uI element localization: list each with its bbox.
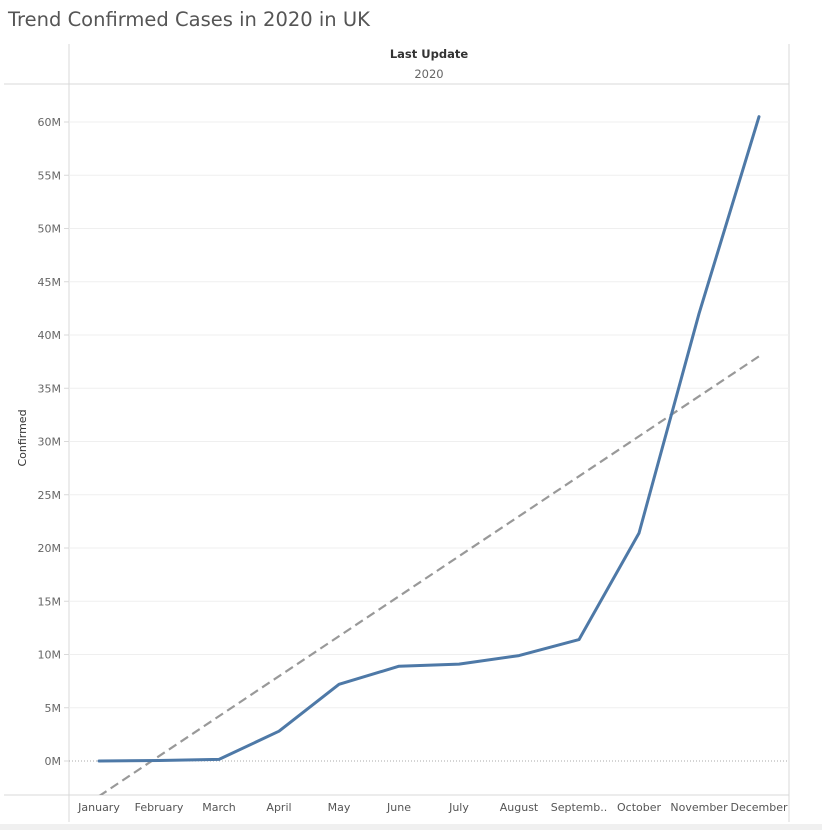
y-tick-label: 55M	[38, 169, 62, 182]
y-tick-label: 60M	[38, 116, 62, 129]
x-tick-label: Septemb..	[551, 801, 608, 814]
y-tick-label: 15M	[38, 595, 62, 608]
y-tick-label: 40M	[38, 329, 62, 342]
y-tick-label: 35M	[38, 382, 62, 395]
x-tick-label: March	[202, 801, 236, 814]
gridlines	[69, 121, 789, 762]
y-tick-label: 50M	[38, 223, 62, 236]
column-header-value: 2020	[414, 67, 443, 81]
y-axis-label: Confirmed	[16, 409, 29, 466]
y-tick-label: 20M	[38, 542, 62, 555]
x-tick-label: May	[328, 801, 351, 814]
column-header-label: Last Update	[390, 47, 468, 61]
x-tick-label: July	[448, 801, 469, 814]
x-axis-ticks: January February March April May June July Augu…	[77, 801, 788, 814]
chart-title: Trend Confirmed Cases in 2020 in UK	[8, 8, 370, 31]
x-tick-label: June	[386, 801, 411, 814]
series-line-confirmed	[97, 115, 761, 763]
bottom-scrollbar-track	[0, 824, 822, 830]
x-tick-label: December	[730, 801, 788, 814]
y-tick-label: 0M	[45, 755, 62, 768]
y-axis-ticks: 0M 5M 10M 15M 20M 25M 30M 35M 40M 45M 50M 55M 60M	[38, 116, 69, 768]
x-tick-label: January	[77, 801, 120, 814]
y-tick-label: 45M	[38, 276, 62, 289]
x-tick-label: November	[670, 801, 728, 814]
x-tick-label: February	[135, 801, 184, 814]
y-tick-label: 5M	[45, 702, 62, 715]
y-tick-label: 25M	[38, 489, 62, 502]
x-tick-label: August	[500, 801, 539, 814]
y-tick-label: 30M	[38, 436, 62, 449]
x-tick-label: October	[617, 801, 661, 814]
y-tick-label: 10M	[38, 649, 62, 662]
trend-line	[98, 355, 760, 795]
chart-frame	[4, 44, 790, 822]
x-tick-label: April	[266, 801, 291, 814]
series-lines	[97, 115, 761, 795]
